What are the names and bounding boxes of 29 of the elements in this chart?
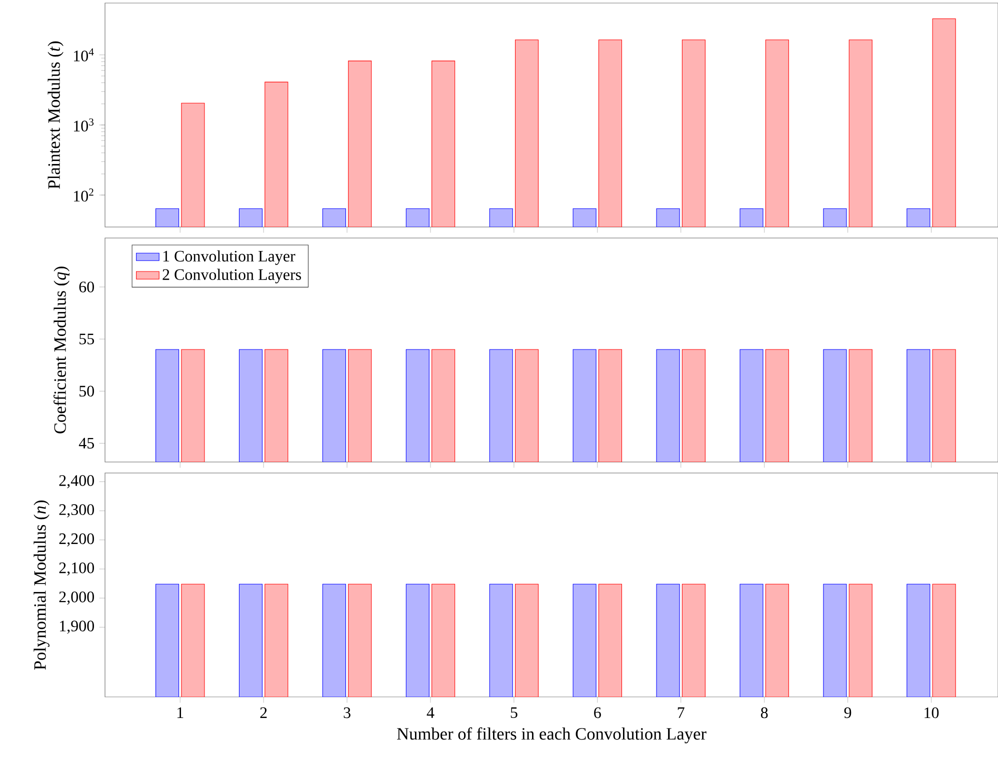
- y-tick-label: 50: [80, 386, 94, 397]
- x-axis-title: Number of filters in each Convolution Layer: [397, 727, 706, 744]
- x-tick-label: 9: [844, 707, 852, 718]
- y-tick-label: 55: [80, 334, 94, 344]
- y-tick-label: 60: [79, 282, 94, 292]
- y-axis-title: Plaintext Modulus (t): [48, 41, 64, 189]
- y-tick-label: 10$^{2}$: [74, 188, 94, 202]
- y-tick-label: 2,000: [59, 592, 94, 605]
- y-tick-label: 45: [78, 438, 94, 449]
- x-tick-label: 1: [178, 707, 184, 718]
- y-tick-label: 1,900: [60, 620, 94, 634]
- y-axis-title: Coefficient Modulus (q): [54, 266, 70, 434]
- legend-label: 2 Convolution Layers: [162, 268, 301, 284]
- x-tick-label: 10: [924, 707, 939, 718]
- x-tick-label: 4: [426, 707, 434, 718]
- y-tick-label: 2,300: [59, 504, 94, 518]
- legend-label: 1 Convolution Layer: [163, 250, 296, 265]
- x-tick-label: 8: [760, 707, 768, 718]
- y-tick-label: 10$^{4}$: [74, 48, 94, 62]
- x-tick-label: 2: [260, 707, 267, 718]
- y-axis-title: Polynomial Modulus (n): [34, 500, 50, 670]
- x-tick-label: 7: [678, 707, 684, 718]
- y-tick-label: 10$^{3}$: [74, 118, 94, 132]
- x-tick-label: 5: [510, 707, 518, 718]
- x-tick-label: 3: [344, 707, 350, 718]
- y-tick-label: 2,400: [59, 475, 94, 488]
- y-tick-label: 2,200: [59, 533, 94, 546]
- y-tick-label: 2,100: [59, 562, 94, 576]
- x-tick-label: 6: [594, 707, 601, 718]
